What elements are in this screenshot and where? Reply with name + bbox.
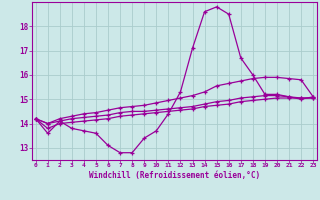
X-axis label: Windchill (Refroidissement éolien,°C): Windchill (Refroidissement éolien,°C) xyxy=(89,171,260,180)
